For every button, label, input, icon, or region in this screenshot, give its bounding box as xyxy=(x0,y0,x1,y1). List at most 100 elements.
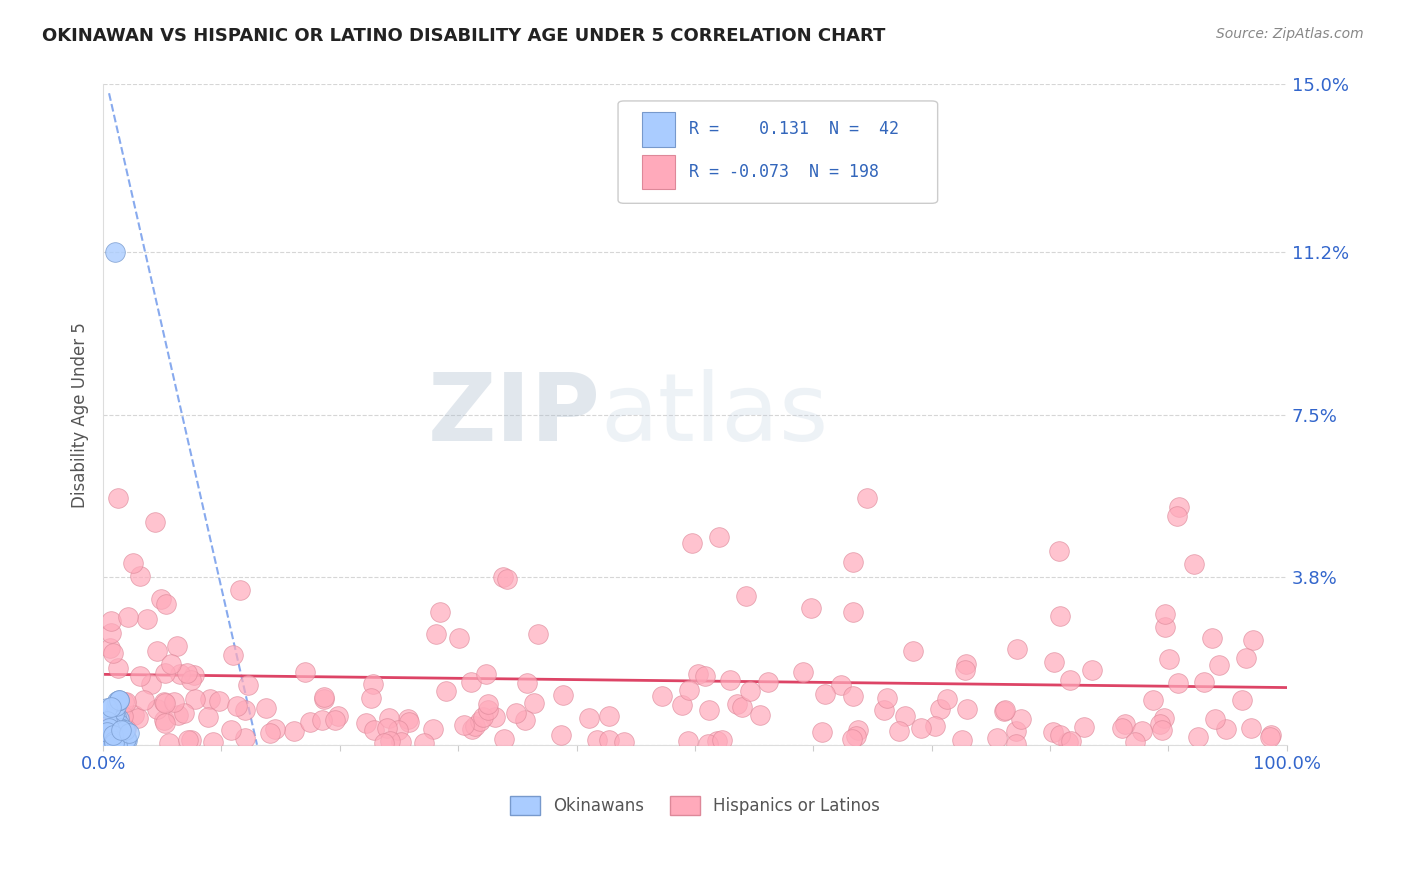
Point xyxy=(141,677,163,691)
Point xyxy=(122,707,145,722)
Point xyxy=(1057,735,1080,749)
Point xyxy=(468,714,491,729)
Point xyxy=(101,725,124,739)
Point xyxy=(515,713,537,727)
Point xyxy=(901,644,924,658)
Point xyxy=(1234,651,1257,665)
Point xyxy=(887,724,910,739)
Point xyxy=(155,597,177,611)
Point xyxy=(108,693,131,707)
Point xyxy=(226,698,249,713)
Text: OKINAWAN VS HISPANIC OR LATINO DISABILITY AGE UNDER 5 CORRELATION CHART: OKINAWAN VS HISPANIC OR LATINO DISABILIT… xyxy=(42,27,886,45)
Point xyxy=(93,723,115,738)
Text: atlas: atlas xyxy=(600,368,828,460)
Text: Source: ZipAtlas.com: Source: ZipAtlas.com xyxy=(1216,27,1364,41)
Point xyxy=(460,675,482,690)
Point xyxy=(1166,508,1188,523)
Point xyxy=(928,701,950,715)
Point xyxy=(114,731,136,746)
Point xyxy=(1042,724,1064,739)
Point xyxy=(1232,693,1254,707)
Point xyxy=(398,714,420,729)
Point xyxy=(103,727,125,741)
Point xyxy=(100,730,122,744)
Point xyxy=(219,723,242,738)
Point xyxy=(613,735,636,749)
Point xyxy=(800,601,823,615)
Point xyxy=(96,701,118,715)
Point xyxy=(312,692,335,706)
Point xyxy=(398,712,420,726)
Point xyxy=(1005,642,1028,657)
Point xyxy=(1043,655,1066,669)
Point xyxy=(176,666,198,681)
Text: R = -0.073  N = 198: R = -0.073 N = 198 xyxy=(689,163,879,181)
Point xyxy=(143,515,166,529)
Point xyxy=(184,691,207,706)
Point xyxy=(107,491,129,506)
Point xyxy=(104,714,127,729)
Point xyxy=(96,725,118,739)
Point xyxy=(696,737,718,751)
Point xyxy=(208,694,231,708)
Point xyxy=(354,715,377,730)
Point xyxy=(222,648,245,663)
Point xyxy=(114,723,136,737)
Point xyxy=(259,725,281,739)
Point xyxy=(180,673,202,687)
Point xyxy=(100,723,122,738)
Point xyxy=(100,700,122,714)
Point xyxy=(294,665,316,679)
Point xyxy=(111,709,134,723)
Point xyxy=(553,688,575,702)
Point xyxy=(453,718,475,732)
Point xyxy=(387,723,409,737)
Point xyxy=(166,639,188,653)
Point xyxy=(924,719,946,733)
Point xyxy=(1258,730,1281,744)
Point xyxy=(323,713,346,727)
Point xyxy=(233,703,256,717)
Point xyxy=(425,627,447,641)
Point xyxy=(236,678,259,692)
Point xyxy=(1047,544,1070,558)
Point xyxy=(994,703,1017,717)
Point xyxy=(97,731,120,745)
Point xyxy=(734,589,756,603)
Point xyxy=(894,709,917,723)
Point xyxy=(1152,723,1174,738)
Point xyxy=(129,669,152,683)
Point xyxy=(107,732,129,747)
Point xyxy=(110,736,132,750)
Point xyxy=(811,725,834,739)
Point xyxy=(105,694,128,708)
Point xyxy=(1208,658,1230,673)
Point xyxy=(598,733,620,747)
Point xyxy=(993,704,1015,718)
Point xyxy=(495,572,517,586)
Point xyxy=(100,720,122,734)
Point xyxy=(718,673,741,688)
Point xyxy=(873,703,896,717)
Point xyxy=(108,712,131,726)
Point xyxy=(740,684,762,698)
Point xyxy=(118,725,141,739)
Y-axis label: Disability Age Under 5: Disability Age Under 5 xyxy=(72,322,89,508)
Point xyxy=(163,695,186,709)
Point xyxy=(110,728,132,742)
Point xyxy=(1182,557,1205,571)
Point xyxy=(846,723,869,737)
Point xyxy=(93,719,115,733)
Point xyxy=(422,722,444,736)
Point xyxy=(749,707,772,722)
Point xyxy=(464,719,486,733)
Point xyxy=(1073,721,1095,735)
Point xyxy=(1060,733,1083,747)
Point xyxy=(1157,652,1180,666)
Point xyxy=(952,733,974,747)
Point xyxy=(110,723,132,737)
Point xyxy=(841,555,863,569)
Point xyxy=(676,733,699,747)
Point xyxy=(697,703,720,717)
Point xyxy=(814,687,837,701)
